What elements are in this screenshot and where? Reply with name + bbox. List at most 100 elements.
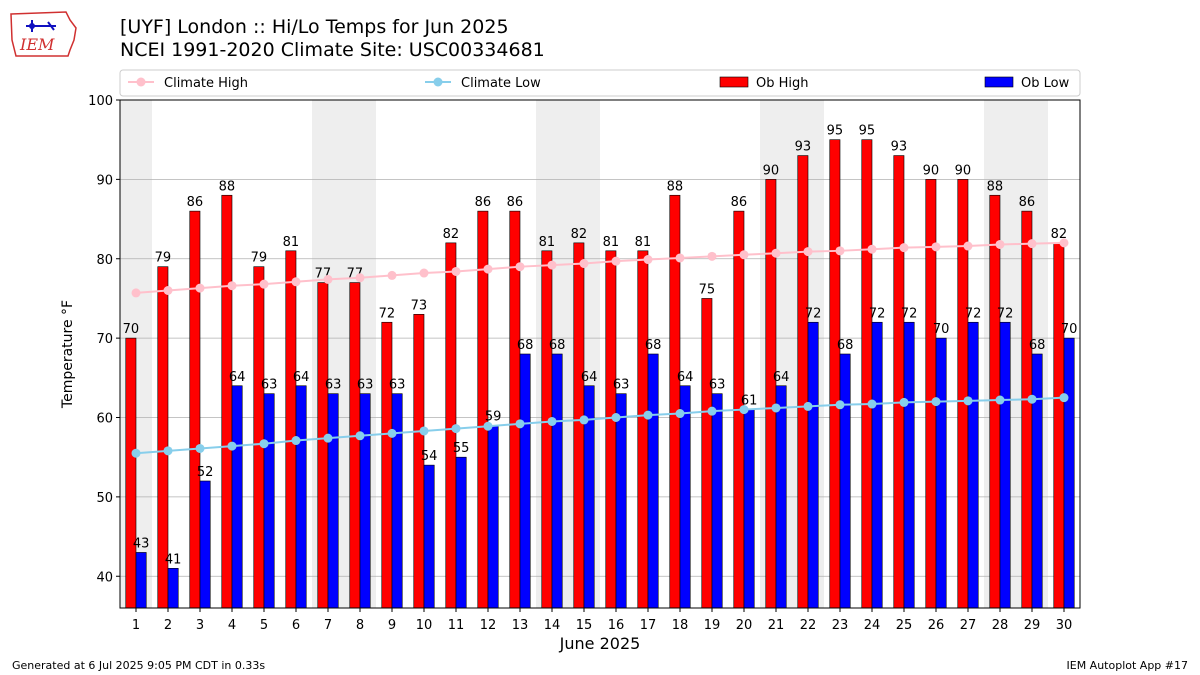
ob-high-bar xyxy=(381,321,393,609)
climate-low-point xyxy=(387,428,397,438)
ob-high-label: 95 xyxy=(827,124,844,139)
x-tick-label: 19 xyxy=(704,618,721,633)
ob-high-bar xyxy=(221,194,233,609)
climate-high-point xyxy=(291,277,301,287)
climate-low-point xyxy=(835,400,845,410)
ob-high-label: 90 xyxy=(923,163,940,178)
x-tick-label: 4 xyxy=(228,618,236,633)
climate-high-point xyxy=(259,279,269,289)
ob-high-bar xyxy=(189,210,201,609)
climate-high-point xyxy=(931,242,941,252)
climate-high-point xyxy=(195,283,205,293)
x-tick-label: 15 xyxy=(576,618,593,633)
x-tick-label: 2 xyxy=(164,618,172,633)
climate-high-line xyxy=(135,241,1065,294)
ob-low-label: 70 xyxy=(933,322,950,337)
ob-low-bar xyxy=(999,321,1011,609)
ob-low-bar xyxy=(551,353,563,609)
ob-low-bar xyxy=(327,393,339,609)
ob-low-label: 72 xyxy=(869,306,886,321)
ob-high-bar xyxy=(1053,242,1065,609)
y-axis-label: Temperature °F xyxy=(60,300,76,409)
ob-low-bar xyxy=(1031,353,1043,609)
climate-low-point xyxy=(323,433,333,443)
ob-high-label: 81 xyxy=(635,235,652,250)
climate-low-point xyxy=(931,397,941,407)
ob-low-bar xyxy=(391,393,403,609)
chart-title: [UYF] London :: Hi/Lo Temps for Jun 2025 xyxy=(120,16,509,38)
y-tick-label: 80 xyxy=(96,253,113,268)
climate-high-point xyxy=(611,256,621,266)
ob-high-bar xyxy=(893,155,905,609)
climate-low-point xyxy=(483,421,493,431)
plot-frame xyxy=(119,99,1081,609)
ob-high-label: 88 xyxy=(987,179,1004,194)
ob-high-bar xyxy=(701,298,713,609)
x-tick-label: 11 xyxy=(448,618,465,633)
ob-high-bar xyxy=(125,337,137,609)
ob-high-label: 82 xyxy=(443,227,460,242)
ob-high-bar xyxy=(1021,210,1033,609)
climate-low-point xyxy=(867,399,877,409)
x-tick-label: 21 xyxy=(768,618,785,633)
climate-low-point xyxy=(227,441,237,451)
ob-high-label: 75 xyxy=(699,282,716,297)
ob-high-label: 86 xyxy=(1019,195,1036,210)
ob-high-bar xyxy=(573,242,585,609)
ob-low-label: 63 xyxy=(613,378,630,393)
ob-high-label: 95 xyxy=(859,124,876,139)
climate-high-point xyxy=(803,247,813,257)
app-footer: IEM Autoplot App #17 xyxy=(1066,659,1189,672)
legend-marker xyxy=(136,77,146,87)
x-tick-label: 17 xyxy=(640,618,657,633)
x-tick-label: 26 xyxy=(928,618,945,633)
ob-high-label: 81 xyxy=(539,235,556,250)
climate-high-point xyxy=(323,274,333,284)
climate-high-point xyxy=(355,273,365,283)
legend-label: Climate High xyxy=(164,76,248,91)
ob-low-bar xyxy=(519,353,531,609)
ob-low-label: 68 xyxy=(517,338,534,353)
climate-high-point xyxy=(547,260,557,270)
x-tick-label: 6 xyxy=(292,618,300,633)
ob-high-label: 86 xyxy=(475,195,492,210)
legend-label: Ob High xyxy=(756,76,809,91)
ob-low-label: 55 xyxy=(453,441,470,456)
ob-low-bar xyxy=(775,385,787,609)
x-tick-label: 10 xyxy=(416,618,433,633)
climate-high-point xyxy=(835,246,845,256)
climate-low-point xyxy=(547,416,557,426)
ob-low-label: 59 xyxy=(485,409,502,424)
ob-high-bar xyxy=(797,155,809,609)
ob-high-label: 70 xyxy=(123,322,140,337)
ob-high-bar xyxy=(765,179,777,609)
x-tick-label: 1 xyxy=(132,618,140,633)
climate-low-point xyxy=(771,403,781,413)
ob-high-label: 93 xyxy=(795,140,812,155)
y-tick-label: 50 xyxy=(96,491,113,506)
ob-low-bar xyxy=(615,393,627,609)
climate-low-point xyxy=(291,436,301,446)
climate-high-point xyxy=(451,266,461,276)
x-tick-label: 24 xyxy=(864,618,881,633)
y-tick-label: 70 xyxy=(96,332,113,347)
legend-bar-swatch xyxy=(719,76,749,88)
ob-high-bar xyxy=(349,282,361,609)
x-tick-label: 20 xyxy=(736,618,753,633)
ob-low-bar xyxy=(647,353,659,609)
climate-high-point xyxy=(387,270,397,280)
climate-high-point xyxy=(1059,238,1069,248)
ob-high-label: 86 xyxy=(187,195,204,210)
ob-low-bar xyxy=(839,353,851,609)
ob-high-label: 79 xyxy=(155,251,172,266)
ob-low-bar xyxy=(711,393,723,609)
ob-high-label: 88 xyxy=(667,179,684,194)
ob-high-bar xyxy=(861,139,873,609)
ob-low-label: 63 xyxy=(389,378,406,393)
climate-high-point xyxy=(643,255,653,265)
ob-low-label: 70 xyxy=(1061,322,1078,337)
climate-high-point xyxy=(867,244,877,254)
ob-low-label: 72 xyxy=(965,306,982,321)
climate-high-point xyxy=(771,248,781,258)
climate-low-point xyxy=(451,424,461,434)
